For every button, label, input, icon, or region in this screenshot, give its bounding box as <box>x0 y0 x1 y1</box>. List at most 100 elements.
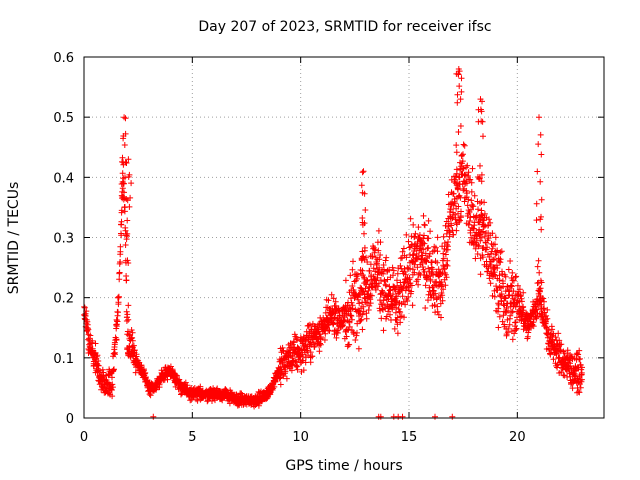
data-point <box>116 269 123 276</box>
data-point <box>317 334 324 340</box>
data-point <box>455 203 462 210</box>
data-point <box>440 233 447 240</box>
data-point <box>507 258 514 264</box>
data-point <box>381 266 387 273</box>
data-point <box>508 282 515 289</box>
data-point <box>490 257 496 263</box>
data-point <box>363 315 370 322</box>
data-point <box>442 282 449 289</box>
data-point <box>513 325 520 332</box>
data-point <box>114 318 121 325</box>
spike-point <box>124 217 131 224</box>
spike-point <box>120 180 127 187</box>
data-point <box>512 274 519 280</box>
data-point <box>440 286 447 293</box>
data-point <box>367 261 374 268</box>
data-point <box>440 255 447 262</box>
data-point <box>393 317 400 324</box>
data-point <box>510 288 517 295</box>
data-point <box>124 328 131 335</box>
data-point <box>419 252 426 259</box>
data-point <box>408 241 415 248</box>
data-point <box>374 283 381 290</box>
data-point <box>464 172 471 179</box>
data-point <box>579 364 585 371</box>
data-point <box>343 333 350 340</box>
data-point <box>321 337 328 343</box>
data-point <box>405 284 411 291</box>
data-point <box>486 254 493 260</box>
data-point <box>458 152 465 159</box>
x-axis-label: GPS time / hours <box>285 458 402 474</box>
spike-point <box>358 182 365 189</box>
data-point <box>194 397 201 404</box>
spike-point <box>455 129 462 135</box>
data-point <box>461 198 468 205</box>
data-point <box>453 173 460 180</box>
data-point <box>293 363 300 370</box>
data-point <box>468 188 475 195</box>
data-point <box>355 345 362 352</box>
y-tick-label: 0.1 <box>53 352 74 367</box>
data-point <box>434 308 441 315</box>
spike-point <box>119 154 126 161</box>
data-point <box>349 283 356 289</box>
data-point <box>444 246 451 253</box>
data-point <box>509 336 516 343</box>
data-point <box>549 326 556 333</box>
spike-point <box>478 171 485 178</box>
data-point <box>403 254 410 261</box>
data-point <box>408 282 415 289</box>
y-tick-label: 0 <box>66 412 74 427</box>
spike-point <box>534 168 541 175</box>
spike-point <box>454 99 461 106</box>
data-point <box>383 313 390 320</box>
data-point <box>487 280 494 287</box>
data-point <box>322 330 329 337</box>
spike-point <box>359 248 366 255</box>
data-point <box>443 261 450 268</box>
data-point <box>472 255 479 262</box>
data-point <box>511 330 518 337</box>
data-point <box>576 347 583 354</box>
spike-point <box>480 217 486 224</box>
data-point <box>419 264 426 270</box>
data-point <box>412 230 419 237</box>
data-point <box>447 206 454 213</box>
data-point <box>331 315 338 322</box>
data-point <box>512 303 519 310</box>
data-point <box>402 271 409 278</box>
data-point <box>544 306 551 313</box>
data-point <box>479 254 486 261</box>
spike-point <box>480 133 486 140</box>
data-point <box>352 337 359 343</box>
data-point <box>541 298 547 305</box>
data-point <box>511 296 518 303</box>
spike-point <box>359 169 366 176</box>
data-point <box>405 238 412 245</box>
data-point <box>385 308 392 315</box>
data-point <box>367 300 374 307</box>
data-point <box>377 252 384 258</box>
spike-point <box>535 141 542 148</box>
data-point <box>466 218 473 224</box>
data-point <box>450 231 457 238</box>
data-point <box>294 336 301 343</box>
data-point <box>434 259 441 266</box>
data-point <box>451 211 458 218</box>
data-point <box>429 266 436 273</box>
data-point <box>350 258 356 265</box>
data-point <box>489 245 496 252</box>
data-point <box>394 330 401 337</box>
data-point <box>401 268 408 275</box>
data-point <box>506 321 513 328</box>
data-point <box>421 221 428 228</box>
data-point <box>386 287 393 294</box>
data-point <box>117 259 124 266</box>
data-point <box>498 291 505 297</box>
data-point <box>415 224 422 231</box>
data-point <box>367 292 374 299</box>
data-point <box>478 234 485 241</box>
data-point <box>421 240 428 247</box>
